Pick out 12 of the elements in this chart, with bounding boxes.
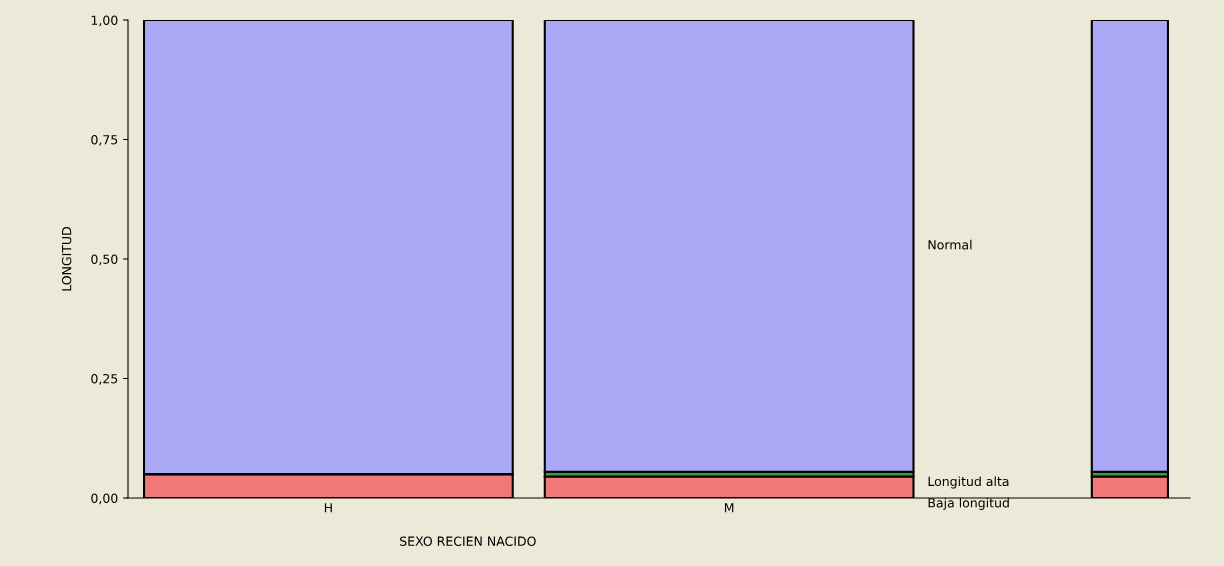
y-tick-label: 0,25 [91, 373, 118, 385]
y-tick-label: 1,00 [91, 15, 118, 27]
series-label: Longitud alta [928, 476, 1009, 489]
x-tick-label: H [324, 503, 332, 513]
series-label: Normal [928, 239, 972, 250]
x-axis-title: SEXO RECIEN NACIDO [400, 536, 536, 546]
x-tick-label: M [724, 503, 734, 513]
y-tick-label: 0,75 [91, 134, 118, 146]
y-tick-label: 0,50 [91, 254, 118, 266]
y-tick-label: 0,00 [91, 493, 118, 505]
y-axis-title: LONGITUD [61, 227, 72, 291]
series-label: Baja longitud [928, 497, 1009, 510]
